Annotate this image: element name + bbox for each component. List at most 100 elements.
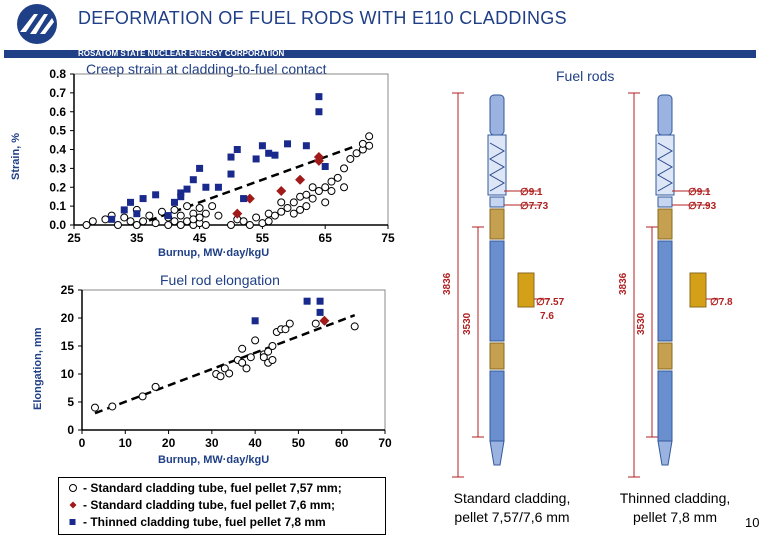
chart1-point-blue-square [284,140,292,148]
chart2-point-open-circle [216,372,225,381]
chart1-x-tick-label: 55 [256,231,270,245]
chart1-point-blue-square [302,142,310,150]
chart1-point-open-circle [145,211,154,220]
rod1-caption: Standard cladding, pellet 7,57/7,6 mm [432,489,592,527]
chart1-point-open-circle [201,221,210,229]
chart1-point-open-circle [289,209,298,218]
chart1-y-tick-label: 0.4 [49,143,66,157]
chart2-point-open-circle [138,392,147,401]
chart1-y-tick-label: 0.1 [49,199,66,213]
chart2-x-tick-label: 60 [335,436,349,450]
chart2-y-tick-label: 15 [61,339,75,353]
chart2-y-tick-label: 20 [61,311,75,325]
chart2-point-open-circle [268,342,277,350]
chart1-y-tick-label: 0.7 [49,86,66,100]
rod1-pellet-diameter-alt: 7.6 [540,311,554,322]
chart1-point-blue-square [127,198,135,206]
rod1-pellet-detail [517,272,535,308]
chart1-x-tick-label: 65 [319,231,333,245]
rosatom-logo [17,4,57,44]
chart1-point-open-circle [195,204,204,213]
chart1-point-open-circle [321,198,330,207]
chart1-point-open-circle [239,217,248,226]
chart1-point-blue-square [227,170,235,178]
chart1-point-red-diamond [232,208,243,219]
chart1-point-open-circle [333,173,342,182]
chart2-y-tick-label: 5 [67,395,74,409]
chart1-point-open-circle [208,202,217,211]
chart2-point-open-circle [285,319,294,328]
chart2-point-open-circle [238,344,247,353]
chart1-point-blue-square [214,183,222,191]
chart1-point-red-diamond [244,193,255,204]
chart1-point-open-circle [340,164,349,173]
chart1-point-red-diamond [295,174,306,185]
rod2-fuel-length: 3530 [636,312,647,335]
chart1-point-open-circle [214,211,223,220]
chart1-point-blue-square [139,195,147,203]
chart1-point-open-circle [327,177,336,186]
chart1-point-blue-square [315,93,323,101]
chart1-point-open-circle [365,132,374,141]
chart2-point-open-circle [259,353,268,362]
rod1-outer-diameter: ∅9.1 [520,187,543,198]
chart2-point-open-circle [242,364,251,373]
chart1-point-blue-square [233,146,241,153]
chart1-point-open-circle [176,221,185,229]
chart1-point-open-circle [302,190,311,199]
chart2-x-tick-label: 10 [119,436,133,450]
chart1-point-blue-square [133,210,141,218]
fuel-rods-drawing: ∅9.1 ∅7.73 ∅7.57 7.6 3836 3530 ∅9.1 ∅7.9… [442,92,733,478]
chart1-point-open-circle [289,198,298,207]
chart2-point-blue-square [303,297,311,305]
page-title: DEFORMATION OF FUEL RODS WITH E110 CLADD… [78,8,567,28]
chart1-xlabel: Burnup, MW·day/kgU [158,247,270,259]
chart1-x-tick-label: 25 [67,231,81,245]
chart1-point-blue-square [177,193,185,201]
chart2-x-tick-label: 0 [79,436,86,450]
chart1-point-open-circle [277,198,286,207]
rod1-fuel-length: 3530 [462,312,473,335]
corporation-name: ROSATOM STATE NUCLEAR ENERGY CORPORATION [78,49,285,58]
chart1-point-open-circle [113,221,122,229]
chart1-point-open-circle [352,149,361,158]
chart1-point-blue-square [240,195,248,203]
chart1-point-open-circle [245,221,254,229]
chart1-point-open-circle [201,209,210,218]
chart2-point-blue-square [251,317,259,325]
chart1-point-open-circle [270,211,279,220]
chart1-point-open-circle [252,213,261,222]
rod2-caption: Thinned cladding, pellet 7,8 mm [600,489,750,527]
chart1-point-blue-square [252,155,260,163]
chart1-point-blue-square [196,164,204,172]
rod1-total-length-dimension [452,92,464,478]
chart1-point-open-circle [283,204,292,213]
chart1-point-blue-square [108,215,116,223]
chart1-point-open-circle [308,194,317,203]
chart1-y-tick-label: 0.6 [49,105,66,119]
chart2-point-blue-square [316,297,324,305]
chart2-x-tick-label: 30 [205,436,219,450]
chart1-point-blue-square [321,162,329,170]
chart1-x-tick-label: 75 [381,231,395,245]
chart1-point-blue-square [202,183,210,191]
chart1-y-tick-label: 0.8 [49,67,66,81]
chart1-point-open-circle [170,217,179,226]
chart1-point-open-circle [120,213,129,222]
chart1-point-blue-square [177,189,185,197]
chart1-y-tick-label: 0.0 [49,218,66,232]
rod2-total-length-dimension [628,92,640,478]
chart1-point-blue-square [164,212,172,220]
chart1-point-blue-square [183,185,191,193]
chart2-point-open-circle [108,402,117,411]
chart2-point-open-circle [268,356,277,364]
rod2-outer-diameter: ∅9.1 [688,187,711,198]
chart2-x-tick-label: 20 [162,436,176,450]
chart2-point-open-circle [225,369,234,378]
chart1-point-open-circle [157,207,166,216]
corporation-bar [4,50,756,58]
chart2-point-open-circle [246,353,255,362]
chart1-point-blue-square [271,151,279,159]
chart2-xlabel: Burnup, MW·day/kgU [158,454,270,466]
chart1-point-open-circle [82,221,91,229]
